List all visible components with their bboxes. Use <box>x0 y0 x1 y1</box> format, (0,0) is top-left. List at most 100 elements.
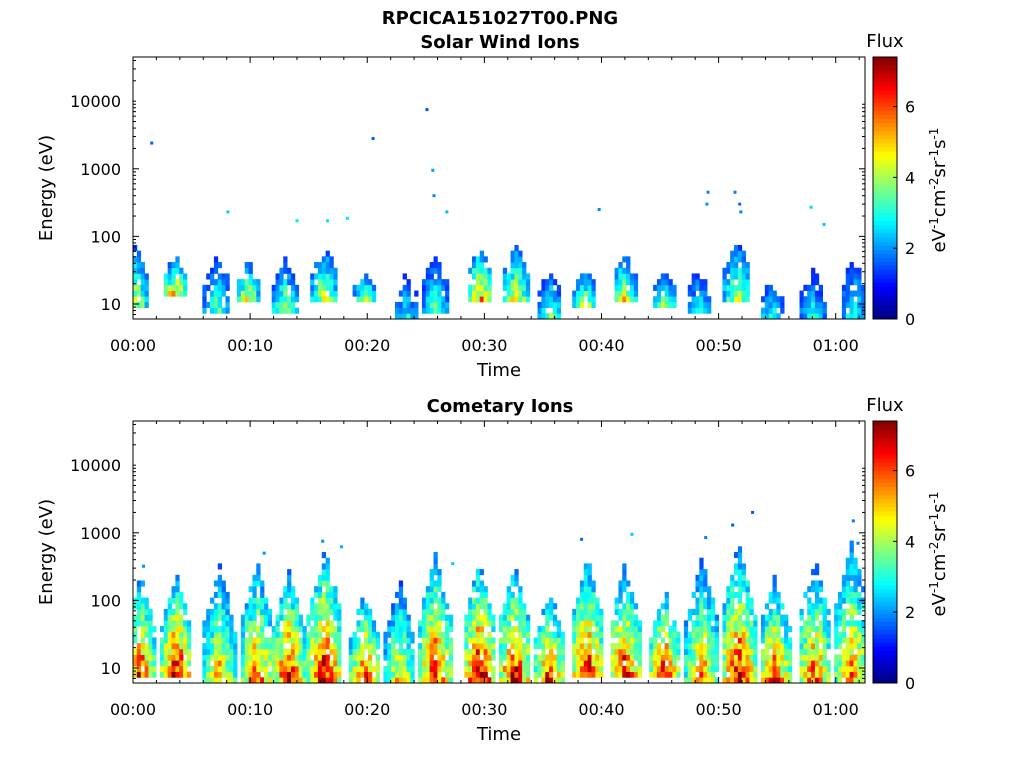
spectrogram-cell <box>329 267 334 274</box>
spectrogram-cell <box>849 671 854 678</box>
spectrogram-cell <box>587 580 592 587</box>
spectrogram-cell <box>159 660 165 667</box>
spectrogram-cell <box>186 626 192 633</box>
spectrogram-cell <box>371 296 377 303</box>
spectrogram-cell <box>225 665 230 673</box>
spectrogram-cell <box>849 643 854 650</box>
spectrogram-cell <box>418 665 423 673</box>
spectrogram-cell <box>849 574 854 581</box>
colorbar-tick-label: 2 <box>905 239 915 258</box>
spectrogram-cell <box>510 296 515 303</box>
spectrogram-cell <box>853 574 858 581</box>
colorbar-segment <box>873 666 897 672</box>
spectrogram-cell <box>803 660 808 667</box>
spectrogram-cell <box>398 313 404 320</box>
spectrogram-cell <box>464 671 469 678</box>
spectrogram-cell <box>348 643 353 650</box>
spectrogram-cell <box>818 631 824 638</box>
spectrogram-cell <box>425 586 431 593</box>
spectrogram-cell <box>233 665 238 673</box>
spectrogram-cell <box>421 597 427 604</box>
spectrogram-cell <box>144 620 149 627</box>
spectrogram-cell <box>656 631 662 638</box>
spectrogram-cell <box>352 637 357 644</box>
spectrogram-cell <box>579 603 585 610</box>
spectrogram-cell <box>406 301 411 309</box>
spectrogram-cell <box>290 597 296 604</box>
spectrogram-cell <box>734 256 739 263</box>
spectrogram-cell <box>468 654 473 661</box>
figure-title: RPCICA151027T00.PNG <box>382 8 618 29</box>
spectrogram-cell <box>595 620 600 627</box>
spectrogram-cell <box>552 301 558 309</box>
spectrogram-cell <box>726 620 731 627</box>
spectrogram-cell <box>556 313 562 320</box>
spectrogram-cell <box>579 586 585 593</box>
spectrogram-cell <box>171 262 176 269</box>
spectrogram-cell <box>849 552 854 559</box>
spectrogram-cell <box>818 677 824 684</box>
spectrogram-cell <box>695 273 700 280</box>
y-tick-label: 10 <box>101 659 121 678</box>
spectrogram-cell <box>479 671 484 678</box>
colorbar-segment <box>873 138 897 144</box>
spectrogram-cell <box>406 614 411 621</box>
spectrogram-cell <box>583 654 589 661</box>
spectrogram-cell <box>734 620 739 627</box>
spectrogram-cell <box>703 671 708 678</box>
spectrogram-cell <box>433 552 438 559</box>
spectrogram-cell <box>614 665 619 673</box>
spectrogram-cell <box>499 637 504 644</box>
spectrogram-cell <box>822 608 827 616</box>
spectrogram-cell <box>136 256 142 263</box>
spectrogram-cell <box>368 296 373 303</box>
spectrogram-cell <box>637 671 642 678</box>
spectrogram-cell <box>136 580 142 587</box>
spectrogram-cell <box>726 597 731 604</box>
spectrogram-cell <box>614 608 619 616</box>
spectrogram-cell <box>668 643 673 650</box>
spectrogram-cell <box>221 586 226 593</box>
spectrogram-cell <box>352 631 357 638</box>
spectrogram-cell <box>787 654 793 661</box>
spectrogram-cell <box>549 654 554 661</box>
spectrogram-cell <box>271 660 276 667</box>
spectrogram-cell <box>433 256 438 263</box>
spectrogram-cell <box>699 557 704 564</box>
spectrogram-cell <box>213 620 219 627</box>
spectrogram-cell <box>849 569 854 576</box>
spectrogram-cell <box>167 608 172 616</box>
spectrogram-cell <box>583 665 589 673</box>
spectrogram-cell <box>502 614 508 621</box>
spectrogram-cell <box>364 603 369 610</box>
spectrogram-cell <box>136 586 142 593</box>
spectrogram-cell <box>784 660 789 667</box>
spectrogram-cell <box>441 643 446 650</box>
spectrogram-cell <box>302 677 307 684</box>
spectrogram-cell <box>576 654 581 661</box>
spectrogram-cell <box>502 284 508 291</box>
spectrogram-cell <box>475 569 481 576</box>
spectrogram-cell <box>310 671 315 678</box>
spectrogram-cell <box>807 665 812 673</box>
spectrogram-cell <box>822 677 827 684</box>
spectrogram-cell <box>221 637 226 644</box>
spectrogram-cell <box>248 597 253 604</box>
spectrogram-cell <box>186 654 192 661</box>
spectrogram-cell <box>325 671 330 678</box>
spectrogram-cell <box>726 637 731 644</box>
spectrogram-cell <box>745 677 750 684</box>
spectrogram-cell <box>814 603 820 610</box>
spectrogram-cell <box>772 290 777 297</box>
spectrogram-cell <box>730 620 735 627</box>
spectrogram-cell <box>745 586 750 593</box>
spectrogram-cell <box>394 671 400 678</box>
spectrogram-cell <box>841 648 847 655</box>
spectrogram-cell <box>764 671 770 678</box>
spectrogram-cell <box>233 660 238 667</box>
spectrogram-cell <box>391 654 396 661</box>
spectrogram-cell <box>387 677 392 684</box>
spectrogram-cell <box>780 643 785 650</box>
spectrogram-cell <box>811 569 816 576</box>
spectrogram-cell <box>186 671 192 678</box>
